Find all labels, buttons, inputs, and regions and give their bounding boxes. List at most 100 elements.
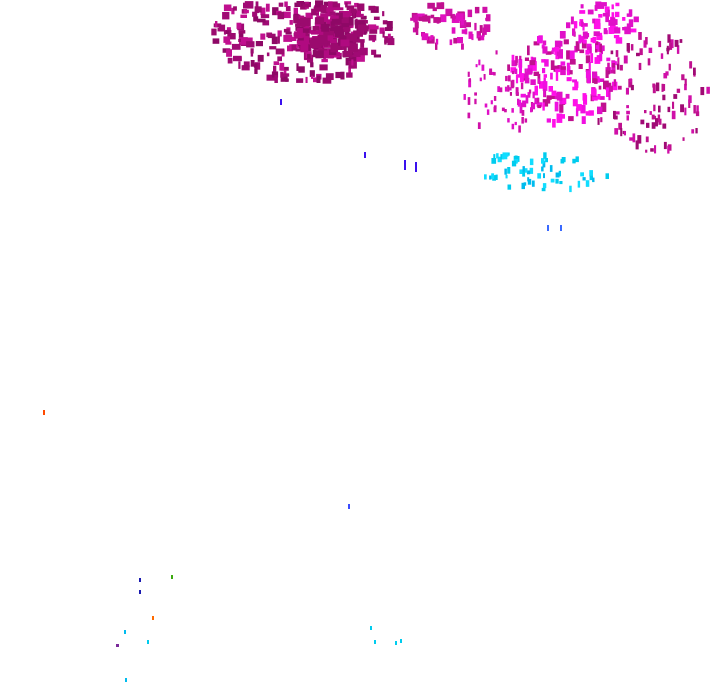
echo-cell [624,26,631,35]
echo-cell [614,128,619,135]
echo-cell [246,41,255,48]
echo-cell [290,36,297,41]
echo-cell [339,26,347,32]
echo-cell [334,31,345,38]
echo-cell [524,168,528,173]
echo-cell [303,36,310,45]
echo-cell [526,68,533,75]
echo-cell [478,59,481,66]
echo-cell [218,24,226,32]
echo-cell [440,14,447,23]
echo-cell [287,45,294,52]
echo-cell [706,86,710,94]
echo-cell [433,17,441,23]
echo-cell [559,40,563,47]
echo-cell [300,19,308,24]
echo-cell [293,14,301,24]
echo-cell [615,111,620,115]
echo-cell [590,53,594,63]
echo-cell [246,37,253,44]
echo-cell [343,27,351,32]
echo-cell [644,110,647,114]
echo-cell [330,43,339,53]
echo-cell [484,103,488,108]
echo-cell [467,9,473,18]
echo-cell [514,68,518,74]
echo-cell [348,55,358,62]
echo-cell [477,35,485,41]
echo-cell [527,45,530,56]
echo-cell [303,33,309,39]
echo-cell [467,97,471,105]
echo-cell [668,63,671,71]
echo-cell [222,12,230,20]
echo-cell [320,4,328,13]
echo-cell [559,181,563,185]
echo-cell [640,119,645,125]
echo-cell [348,66,351,73]
echo-cell [452,13,455,21]
echo-cell [468,31,473,39]
echo-cell [489,175,492,180]
echo-cell [691,129,695,134]
echo-cell [581,116,586,124]
echo-cell [311,8,317,16]
echo-speck [116,644,119,647]
echo-cell [569,70,573,75]
echo-cell [353,30,363,37]
echo-cell [592,95,598,101]
echo-cell [467,71,470,77]
echo-cell [541,166,544,172]
echo-cell [277,11,285,20]
echo-cell [554,40,561,49]
echo-cell [679,39,683,43]
echo-cell [238,61,241,69]
echo-cell [522,166,525,172]
echo-cell [545,51,552,55]
echo-cell [493,96,497,101]
echo-cell [354,13,364,18]
echo-cell [352,39,365,43]
echo-cell [554,101,559,112]
echo-cell [491,173,495,179]
echo-speck [280,99,282,105]
echo-cell [211,28,217,36]
echo-cell [309,70,315,77]
echo-cell [345,58,351,66]
echo-cell [605,173,609,179]
echo-cell [651,122,656,129]
echo-cell [607,9,610,17]
echo-cell [594,5,598,11]
echo-cell [598,78,605,82]
echo-cell [543,152,547,159]
echo-cell [435,38,439,45]
echo-cell [463,94,466,100]
echo-cell [645,149,648,153]
echo-cell [546,118,551,123]
echo-cell [633,16,639,23]
echo-cell [223,4,232,12]
echo-cell [598,14,603,18]
echo-cell [280,66,289,71]
echo-cell [279,62,285,71]
echo-cell [585,55,591,64]
echo-cell [661,83,664,92]
echo-cell [368,24,377,30]
echo-cell [615,29,619,34]
echo-cell [373,16,380,20]
echo-cell [658,40,662,48]
echo-cell [515,159,518,164]
echo-cell [543,173,545,179]
echo-cell [550,178,555,183]
echo-speck [364,152,366,158]
echo-cell [563,39,569,45]
echo-cell [504,168,507,175]
echo-cell [645,136,649,143]
echo-cell [385,27,393,31]
echo-cell [460,20,465,26]
echo-cell [477,122,481,129]
echo-cell [658,105,661,113]
echo-cell [673,94,678,99]
echo-cell [483,74,486,80]
echo-cell [519,55,522,60]
